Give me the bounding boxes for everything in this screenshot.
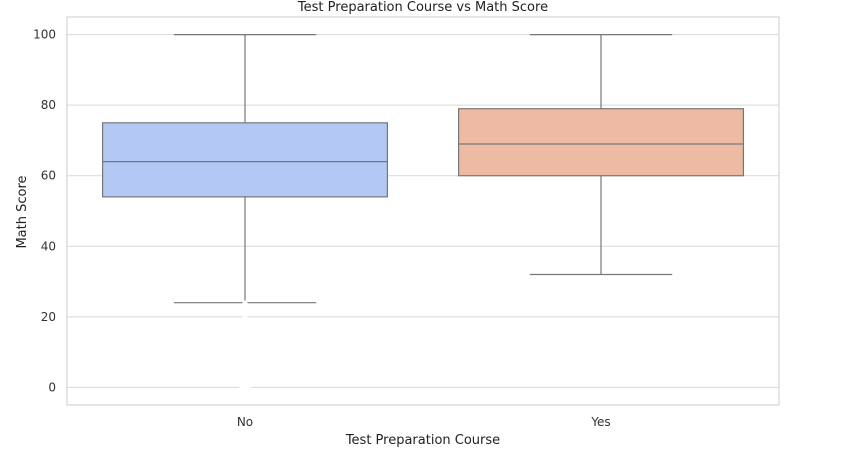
box-no — [101, 34, 388, 304]
outlier-point-no-0 — [239, 381, 251, 394]
boxes — [101, 34, 744, 304]
x-axis-ticks: No Yes — [237, 415, 611, 429]
y-tick-label-20: 20 — [41, 310, 56, 324]
x-tick-label-no: No — [237, 415, 253, 429]
x-tick-label-yes: Yes — [590, 415, 610, 429]
outlier-point-no-5 — [239, 300, 251, 313]
y-tick-label-60: 60 — [41, 169, 56, 183]
iqr-box-no — [101, 122, 388, 198]
y-tick-label-100: 100 — [33, 28, 56, 42]
x-axis-label: Test Preparation Course — [345, 433, 500, 448]
outlier-point-no-3 — [239, 314, 251, 327]
y-tick-label-0: 0 — [48, 380, 56, 394]
y-tick-label-80: 80 — [41, 98, 56, 112]
y-axis-ticks: 0 20 40 60 80 100 — [33, 28, 56, 395]
outlier-point-no-1 — [239, 353, 251, 366]
box-yes — [458, 34, 744, 276]
y-axis-label: Math Score — [15, 175, 30, 248]
outliers — [239, 300, 251, 394]
chart-title: Test Preparation Course vs Math Score — [297, 0, 548, 15]
plot-frame — [66, 16, 780, 406]
y-tick-label-40: 40 — [41, 239, 56, 253]
gridlines — [67, 34, 779, 388]
iqr-box-yes — [458, 108, 744, 177]
